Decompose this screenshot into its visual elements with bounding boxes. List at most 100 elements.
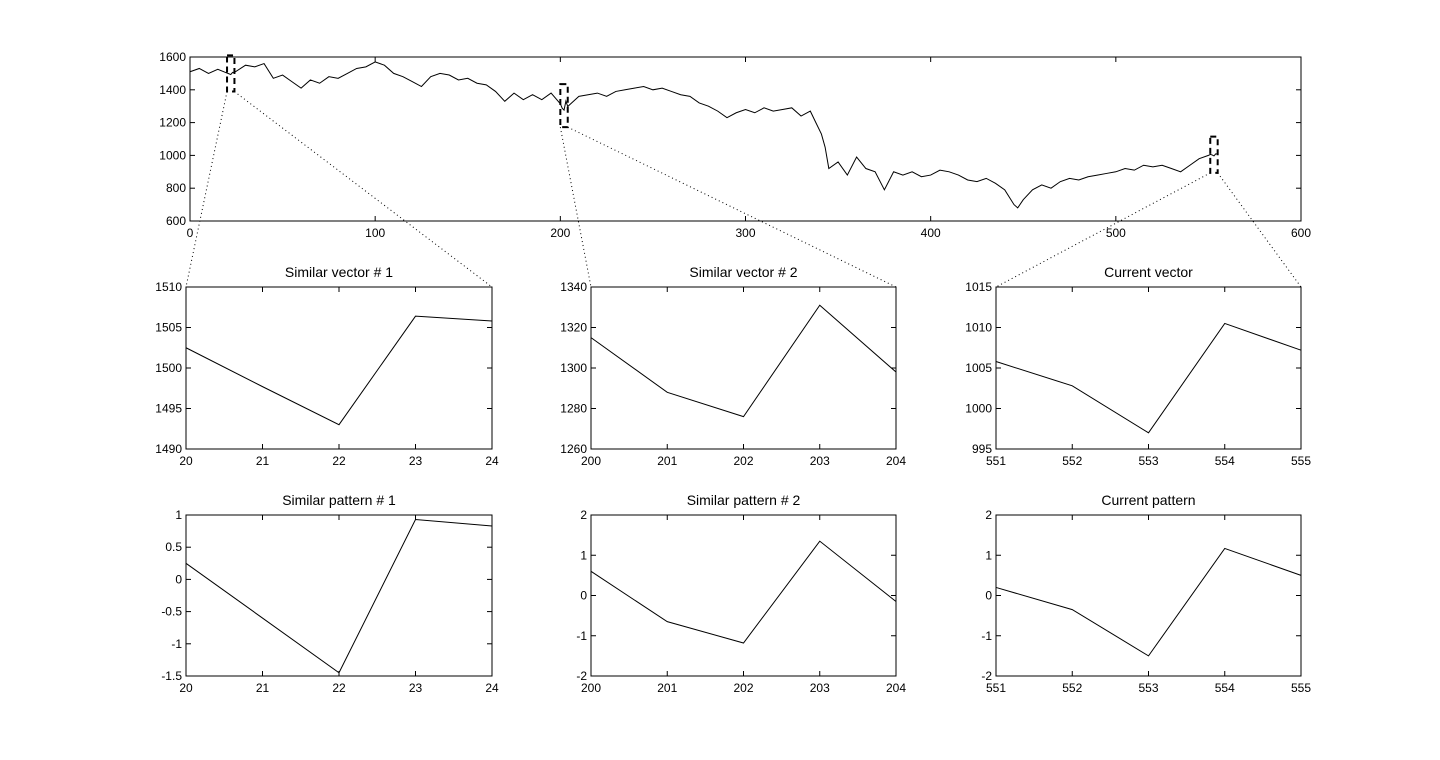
- y-tick-label: 1000: [159, 148, 186, 162]
- axes-box: [995, 514, 1302, 677]
- x-tick-label: 551: [986, 454, 1006, 468]
- chart-title: Similar vector # 1: [285, 264, 393, 280]
- data-line: [590, 304, 897, 418]
- data-line: [185, 315, 493, 426]
- y-tick-label: 1400: [159, 83, 186, 97]
- x-tick-label: 554: [1215, 454, 1235, 468]
- y-tick-label: 1280: [560, 402, 587, 416]
- y-tick-label: 1: [175, 508, 182, 522]
- zoom-box: [1209, 135, 1219, 174]
- zoom-box: [226, 54, 236, 93]
- x-tick-label: 552: [1062, 681, 1082, 695]
- y-tick-label: 1500: [155, 361, 182, 375]
- y-tick-label: 0: [580, 589, 587, 603]
- zoom-link: [995, 172, 1211, 288]
- y-tick-label: -1: [576, 629, 587, 643]
- y-tick-label: 995: [972, 442, 992, 456]
- x-tick-label: 21: [256, 681, 270, 695]
- y-tick-label: 1015: [965, 280, 992, 294]
- y-tick-label: 800: [166, 181, 186, 195]
- x-tick-label: 600: [1291, 226, 1311, 240]
- y-tick-label: 0: [985, 589, 992, 603]
- y-tick-label: 0.5: [165, 540, 182, 554]
- x-tick-label: 551: [986, 681, 1006, 695]
- y-tick-label: 1300: [560, 361, 587, 375]
- x-tick-label: 20: [179, 454, 193, 468]
- x-tick-label: 100: [365, 226, 385, 240]
- x-tick-label: 200: [550, 226, 570, 240]
- y-tick-label: 1510: [155, 280, 182, 294]
- y-tick-label: 1200: [159, 116, 186, 130]
- axes-box: [185, 514, 493, 677]
- data-line: [590, 540, 897, 644]
- x-tick-label: 203: [810, 681, 830, 695]
- y-tick-label: 1505: [155, 321, 182, 335]
- x-tick-label: 204: [886, 681, 906, 695]
- x-tick-label: 201: [657, 454, 677, 468]
- y-tick-label: -1: [171, 637, 182, 651]
- y-tick-label: -0.5: [161, 605, 182, 619]
- axes-box: [590, 514, 897, 677]
- zoom-link: [567, 126, 897, 288]
- x-tick-label: 23: [409, 454, 423, 468]
- chart-title: Similar pattern # 2: [687, 492, 801, 508]
- x-tick-label: 500: [1106, 226, 1126, 240]
- x-tick-label: 553: [1138, 454, 1158, 468]
- x-tick-label: 203: [810, 454, 830, 468]
- axes-box: [189, 56, 1302, 222]
- y-tick-label: -1.5: [161, 669, 182, 683]
- x-tick-label: 20: [179, 681, 193, 695]
- x-tick-label: 555: [1291, 681, 1311, 695]
- y-tick-label: 1005: [965, 361, 992, 375]
- x-tick-label: 22: [332, 454, 346, 468]
- x-tick-label: 22: [332, 681, 346, 695]
- y-tick-label: 1600: [159, 50, 186, 64]
- y-tick-label: 2: [985, 508, 992, 522]
- data-line: [189, 61, 1218, 209]
- x-tick-label: 24: [485, 454, 499, 468]
- chart-title: Current vector: [1104, 264, 1193, 280]
- chart-title: Similar pattern # 1: [282, 492, 396, 508]
- data-line: [995, 547, 1302, 657]
- chart-title: Current pattern: [1101, 492, 1195, 508]
- x-tick-label: 300: [735, 226, 755, 240]
- y-tick-label: 1495: [155, 402, 182, 416]
- x-tick-label: 200: [581, 681, 601, 695]
- x-tick-label: 555: [1291, 454, 1311, 468]
- y-tick-label: 2: [580, 508, 587, 522]
- y-tick-label: 1010: [965, 321, 992, 335]
- x-tick-label: 21: [256, 454, 270, 468]
- y-tick-label: -2: [576, 669, 587, 683]
- data-line: [185, 518, 493, 674]
- x-tick-label: 201: [657, 681, 677, 695]
- x-tick-label: 554: [1215, 681, 1235, 695]
- y-tick-label: -2: [981, 669, 992, 683]
- y-tick-label: 1000: [965, 402, 992, 416]
- chart-title: Similar vector # 2: [689, 264, 797, 280]
- x-tick-label: 23: [409, 681, 423, 695]
- y-tick-label: 1: [985, 548, 992, 562]
- zoom-box: [559, 83, 569, 129]
- x-tick-label: 400: [921, 226, 941, 240]
- x-tick-label: 202: [733, 681, 753, 695]
- y-tick-label: 600: [166, 214, 186, 228]
- y-tick-label: 1340: [560, 280, 587, 294]
- x-tick-label: 553: [1138, 681, 1158, 695]
- axes-box: [995, 286, 1302, 450]
- y-tick-label: 0: [175, 572, 182, 586]
- y-tick-label: 1: [580, 548, 587, 562]
- x-tick-label: 24: [485, 681, 499, 695]
- x-tick-label: 204: [886, 454, 906, 468]
- x-tick-label: 200: [581, 454, 601, 468]
- y-tick-label: 1320: [560, 321, 587, 335]
- data-line: [995, 322, 1302, 434]
- x-tick-label: 0: [187, 226, 194, 240]
- axes-box: [590, 286, 897, 450]
- y-tick-label: 1260: [560, 442, 587, 456]
- x-tick-label: 552: [1062, 454, 1082, 468]
- x-tick-label: 202: [733, 454, 753, 468]
- y-tick-label: 1490: [155, 442, 182, 456]
- y-tick-label: -1: [981, 629, 992, 643]
